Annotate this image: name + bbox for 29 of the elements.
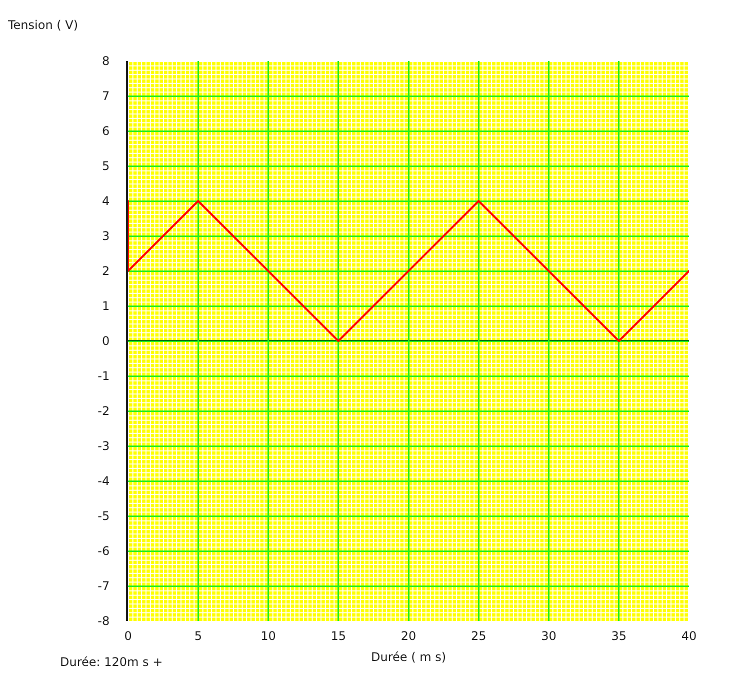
y-tick-label: 3 (102, 229, 110, 244)
y-tick-label: -5 (98, 509, 110, 524)
y-tick-label: 7 (102, 89, 110, 104)
y-tick-label: -8 (98, 614, 110, 628)
x-tick-label: 20 (400, 629, 416, 643)
y-tick-label: -4 (98, 474, 110, 488)
y-tick-label: 8 (102, 54, 110, 68)
x-tick-label: 30 (541, 629, 556, 643)
y-tick-label: -3 (98, 439, 110, 454)
y-tick-label: -6 (98, 544, 110, 558)
text: Durée: 120m s + (60, 655, 163, 669)
y-tick-label: 4 (102, 194, 110, 208)
x-tick-label: 5 (194, 629, 202, 643)
x-tick-label: 25 (470, 629, 486, 643)
x-tick-label: 40 (681, 629, 697, 643)
x-tick-label: 0 (124, 629, 132, 643)
y-tick-label: 0 (102, 334, 110, 348)
y-tick-label: 1 (102, 299, 110, 314)
x-tick-label: 15 (330, 629, 346, 643)
x-axis-title: Durée ( m s) (370, 650, 446, 664)
y-tick-label: -2 (98, 404, 110, 418)
x-tick-label: 10 (260, 629, 276, 643)
y-tick-label: 5 (102, 159, 110, 174)
y-axis-title: Tension ( V) (7, 18, 78, 32)
y-tick-label: 2 (102, 264, 110, 278)
y-tick-label: -7 (98, 579, 110, 594)
x-tick-label: 35 (611, 629, 627, 643)
y-tick-label: 6 (102, 124, 110, 138)
y-tick-label: -1 (98, 369, 110, 384)
